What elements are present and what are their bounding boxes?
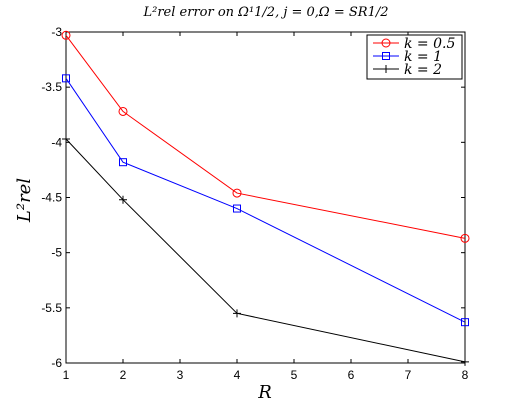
y-tick-label: -3.5 (41, 80, 62, 94)
series-layer (61, 30, 470, 366)
data-point (461, 318, 469, 327)
series-line (65, 35, 466, 239)
series-line (65, 138, 466, 363)
y-tick-label: -3 (51, 25, 62, 39)
x-tick-label: 8 (462, 368, 469, 382)
data-point (461, 357, 469, 366)
x-axis-label: R (257, 382, 272, 403)
x-tick-label: 4 (234, 368, 241, 382)
data-point (61, 30, 71, 40)
x-tick-label: 1 (63, 368, 70, 382)
data-point (62, 135, 70, 144)
data-point (62, 74, 70, 83)
y-tick-label: -6 (51, 356, 62, 370)
data-point (233, 309, 241, 318)
series-2 (62, 135, 469, 366)
x-tick-label: 7 (405, 368, 412, 382)
data-point (460, 233, 470, 243)
x-tick-label: 3 (177, 368, 184, 382)
plot-area (65, 31, 466, 364)
x-tick-label: 6 (348, 368, 355, 382)
data-point (118, 106, 128, 116)
y-tick-label: -5.5 (41, 301, 62, 315)
data-point (119, 158, 127, 167)
data-point (232, 188, 242, 198)
x-tick-label: 5 (291, 368, 298, 382)
y-tick-label: -5 (51, 246, 62, 260)
legend-label: k = 2 (404, 62, 442, 78)
series-1 (62, 74, 469, 327)
series-line (65, 78, 466, 323)
data-point (233, 204, 241, 213)
y-tick-label: -4 (51, 135, 62, 149)
data-point (119, 195, 127, 204)
chart-title: L²rel error on Ω¹1/2, j = 0,Ω = SR1/2 (143, 5, 389, 20)
legend-marker (382, 65, 390, 73)
y-axis: -3 -3.5 -4 -4.5 -5 -5.5 -6 (41, 25, 465, 370)
legend-marker (381, 38, 391, 48)
legend-marker (382, 52, 390, 60)
y-axis-label: L²rel (14, 178, 35, 223)
x-axis: 1 2 3 4 5 6 7 8 (63, 32, 469, 382)
series-0 (61, 30, 470, 243)
legend-label: k = 1 (404, 49, 442, 65)
legend-label: k = 0.5 (404, 36, 455, 52)
plot-frame (65, 31, 466, 364)
y-tick-label: -4.5 (41, 191, 62, 205)
legend: k = 0.5k = 1k = 2 (366, 34, 463, 80)
x-tick-label: 2 (120, 368, 127, 382)
